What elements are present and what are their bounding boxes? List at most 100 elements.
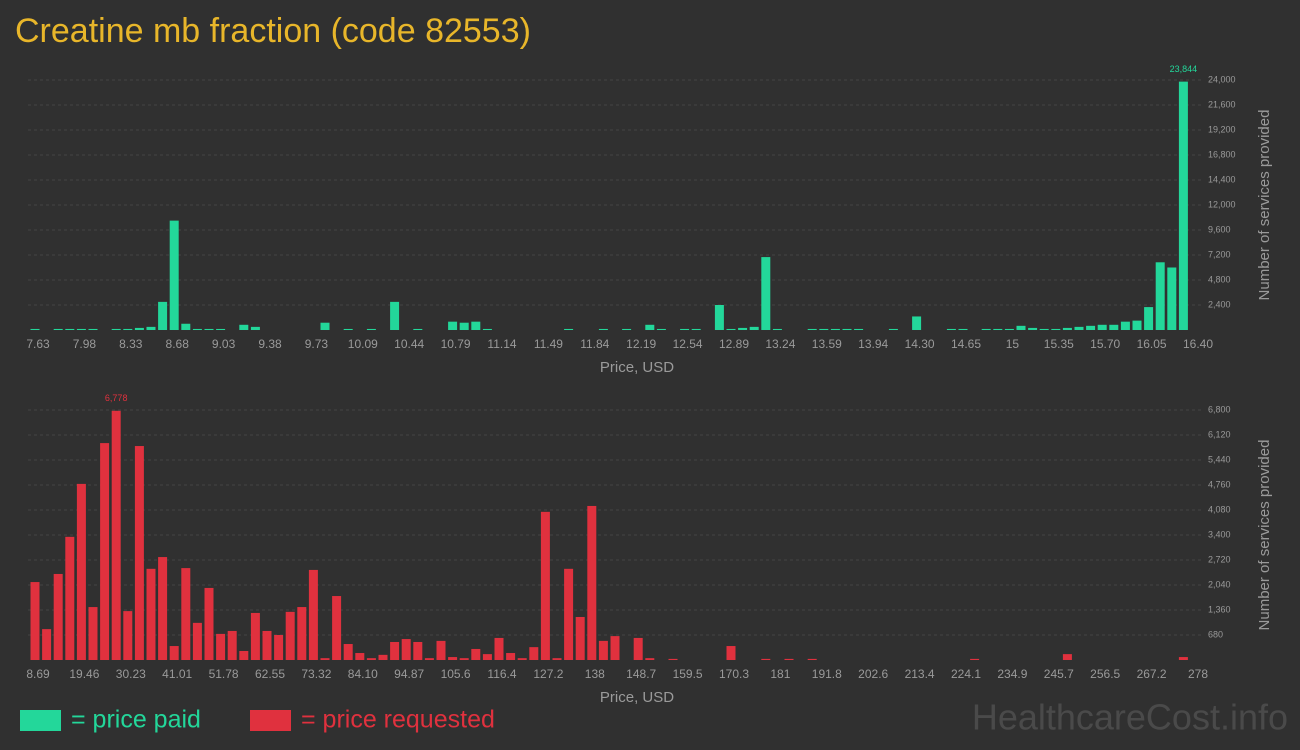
- bar: [807, 328, 817, 330]
- x-tick-label: 267.2: [1137, 667, 1167, 681]
- x-tick-label: 73.32: [301, 667, 331, 681]
- bar: [1167, 267, 1177, 330]
- value-label: 6,778: [105, 393, 128, 403]
- y-axis-title: Number of services provided: [1256, 440, 1273, 631]
- bar: [1144, 307, 1154, 330]
- bar: [239, 650, 249, 660]
- bar: [401, 639, 411, 660]
- bar: [912, 316, 922, 330]
- x-tick-label: 8.68: [166, 337, 190, 351]
- bar: [482, 328, 492, 330]
- bar: [645, 658, 655, 660]
- bar: [981, 328, 991, 330]
- bar: [564, 568, 574, 660]
- x-tick-label: 11.14: [487, 337, 516, 351]
- x-tick-label: 170.3: [719, 667, 749, 681]
- bar: [842, 328, 852, 330]
- x-tick-label: 10.44: [394, 337, 424, 351]
- bar: [42, 629, 52, 660]
- bar: [970, 658, 980, 660]
- bar: [575, 616, 585, 660]
- bar: [53, 573, 63, 660]
- y-tick-label: 12,000: [1208, 199, 1236, 209]
- bar: [216, 633, 226, 660]
- y-axis-title: Number of services provided: [1256, 110, 1273, 301]
- y-tick-label: 4,760: [1208, 479, 1231, 489]
- y-tick-label: 680: [1208, 629, 1223, 639]
- bar: [88, 607, 98, 660]
- x-tick-label: 13.59: [812, 337, 842, 351]
- bar: [691, 328, 701, 330]
- bar: [772, 328, 782, 330]
- bar: [1178, 657, 1188, 660]
- x-tick-label: 11.49: [534, 337, 563, 351]
- bar: [390, 301, 400, 330]
- bar: [1062, 327, 1072, 330]
- x-tick-label: 256.5: [1090, 667, 1120, 681]
- bar: [366, 328, 376, 330]
- bar: [297, 607, 307, 660]
- y-tick-label: 1,360: [1208, 604, 1231, 614]
- bar: [390, 641, 400, 660]
- bar: [958, 328, 968, 330]
- x-tick-label: 148.7: [626, 667, 656, 681]
- bar: [76, 483, 86, 660]
- x-tick-label: 7.98: [73, 337, 97, 351]
- bar: [250, 612, 260, 660]
- x-tick-label: 9.73: [305, 337, 329, 351]
- x-tick-label: 94.87: [394, 667, 424, 681]
- x-tick-label: 16.40: [1183, 337, 1213, 351]
- x-tick-label: 12.54: [673, 337, 703, 351]
- bar: [192, 622, 202, 660]
- bar: [111, 410, 121, 660]
- bar: [343, 328, 353, 330]
- bar: [680, 328, 690, 330]
- bar: [1028, 327, 1038, 330]
- bar: [726, 328, 736, 330]
- bar: [529, 647, 539, 660]
- y-tick-label: 16,800: [1208, 149, 1236, 159]
- x-tick-label: 14.30: [905, 337, 935, 351]
- bar: [854, 328, 864, 330]
- bar: [134, 446, 144, 660]
- x-tick-label: 159.5: [673, 667, 703, 681]
- bar: [459, 322, 469, 330]
- bar: [506, 653, 516, 660]
- x-tick-label: 9.03: [212, 337, 236, 351]
- x-tick-label: 245.7: [1044, 667, 1074, 681]
- bar: [598, 640, 608, 660]
- bar: [482, 654, 492, 660]
- bar: [1039, 328, 1049, 330]
- bar: [1120, 321, 1130, 330]
- bar: [1178, 81, 1188, 330]
- bar: [610, 636, 620, 660]
- chart-title: Creatine mb fraction (code 82553): [15, 12, 531, 50]
- x-tick-label: 62.55: [255, 667, 285, 681]
- bar: [413, 328, 423, 330]
- bar: [123, 611, 133, 660]
- x-tick-label: 116.4: [487, 667, 516, 681]
- bar: [633, 637, 643, 660]
- bar: [111, 328, 121, 330]
- x-tick-label: 191.8: [812, 667, 842, 681]
- bar: [564, 328, 574, 330]
- x-tick-label: 19.46: [69, 667, 99, 681]
- bar: [169, 646, 179, 660]
- bar: [30, 582, 40, 660]
- x-tick-label: 234.9: [997, 667, 1027, 681]
- x-tick-label: 13.24: [765, 337, 795, 351]
- bar: [738, 327, 748, 330]
- bar: [250, 326, 260, 330]
- bar: [668, 658, 678, 660]
- bar: [204, 328, 214, 330]
- bar: [239, 324, 249, 330]
- legend-label: = price paid: [71, 706, 201, 734]
- bar: [355, 653, 365, 660]
- bar: [1062, 654, 1072, 660]
- bar: [123, 328, 133, 330]
- x-tick-label: 13.94: [858, 337, 888, 351]
- x-tick-label: 84.10: [348, 667, 378, 681]
